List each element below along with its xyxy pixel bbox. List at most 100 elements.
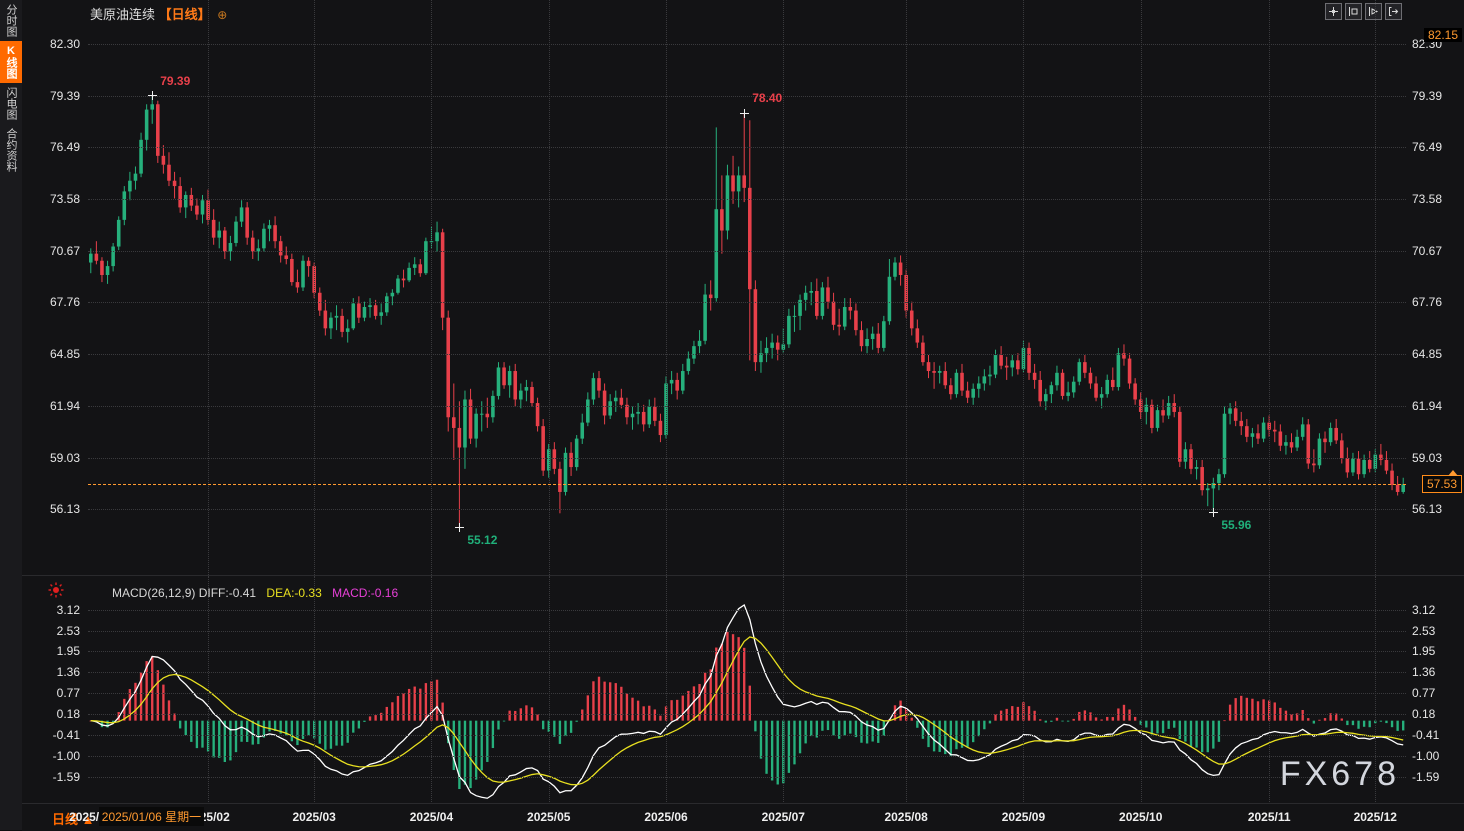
macd-indicator-name: MACD(26,12,9) [112, 586, 196, 600]
price-panel[interactable]: 82.30 79.39 76.49 73.58 70.67 67.76 64.85 61.94… [22, 0, 1464, 575]
axis-tick-label: 1.36 [1412, 665, 1436, 680]
gridline-vertical [783, 576, 785, 804]
gridline-vertical [1269, 0, 1271, 575]
axis-tick-label: 3.12 [1412, 602, 1436, 617]
gridline-vertical [314, 0, 316, 575]
gridline-vertical [666, 576, 668, 804]
macd-panel[interactable]: 3.12 2.53 1.95 1.36 0.77 0.18 -0.41 -1.00 -1.59 … [22, 575, 1464, 804]
gridline [88, 630, 1406, 632]
macd-series [89, 603, 1405, 799]
gridline [88, 43, 1406, 45]
gridline [88, 672, 1406, 674]
axis-tick-label: 56.13 [1412, 502, 1443, 517]
axis-tick-label: 70.67 [49, 243, 80, 258]
macd-plot-area[interactable] [88, 576, 1406, 804]
price-axis-left: 82.30 79.39 76.49 73.58 70.67 67.76 64.85 61.94… [22, 0, 84, 575]
watermark: FX678 [1279, 755, 1400, 793]
last-price-tag: 57.53 [1421, 475, 1462, 494]
macd-legend: MACD(26,12,9) DIFF:-0.41 DEA:-0.33 MACD:… [112, 586, 398, 600]
last-price-line [88, 484, 1406, 486]
period-badge[interactable]: 日线 ▲ [52, 812, 95, 827]
gridline [88, 405, 1406, 407]
price-plot-area[interactable] [88, 0, 1406, 575]
left-sidebar: 分时图 K线图 闪电图 合约资料 [0, 0, 23, 830]
sidebar-item-kline-chart[interactable]: K线图 [0, 41, 22, 83]
axis-tick-label: 64.85 [1412, 347, 1443, 362]
macd-dea-value: DEA:-0.33 [266, 586, 322, 600]
gridline-vertical [314, 576, 316, 804]
sidebar-item-contract-info[interactable]: 合约资料 [5, 128, 17, 172]
annotation-cross-icon [454, 522, 464, 532]
tool-crosshair-icon[interactable] [1325, 3, 1342, 20]
high-price-annotation: 78.40 [752, 91, 783, 106]
axis-tick-label: -0.41 [1412, 728, 1440, 743]
gridline [88, 198, 1406, 200]
axis-tick-label: 82.30 [49, 36, 80, 51]
time-axis-label: 2025/07 [761, 810, 805, 824]
low-price-annotation: 55.96 [1221, 518, 1252, 533]
axis-tick-label: 61.94 [49, 398, 80, 413]
gridline-vertical [208, 576, 210, 804]
candlestick-series [89, 95, 1405, 528]
macd-axis-right: 3.12 2.53 1.95 1.36 0.77 0.18 -0.41 -1.00 -1.59 [1408, 576, 1464, 804]
axis-tick-label: 1.95 [56, 644, 80, 659]
gridline-vertical [1375, 576, 1377, 804]
high-price-annotation: 79.39 [160, 73, 191, 88]
macd-macd-value: MACD:-0.16 [332, 586, 399, 600]
tool-expand-icon[interactable] [1385, 3, 1402, 20]
axis-tick-label: -1.59 [1412, 770, 1440, 785]
gridline [88, 250, 1406, 252]
tool-fit-left-icon[interactable] [1345, 3, 1362, 20]
gridline-vertical [548, 576, 550, 804]
sidebar-item-lightning-chart[interactable]: 闪电图 [5, 87, 17, 120]
axis-tick-label: 76.49 [1412, 140, 1443, 155]
chart-title: 美原油连续 【日线】 ⊕ [90, 4, 227, 23]
axis-tick-label: 79.39 [1412, 88, 1443, 103]
chart-toolbar[interactable] [1325, 3, 1402, 20]
gridline [88, 693, 1406, 695]
axis-tick-label: 61.94 [1412, 398, 1443, 413]
axis-tick-label: 3.12 [56, 602, 80, 617]
axis-tick-label: -1.00 [52, 749, 80, 764]
gridline [88, 95, 1406, 97]
time-axis-label: 2025/08 [884, 810, 928, 824]
annotation-cross-icon [739, 108, 749, 118]
axis-tick-label: 64.85 [49, 347, 80, 362]
tool-fit-right-icon[interactable] [1365, 3, 1382, 20]
axis-tick-label: 70.67 [1412, 243, 1443, 258]
sidebar-item-time-chart[interactable]: 分时图 [5, 4, 17, 37]
annotation-cross-icon [1208, 507, 1218, 517]
gridline [88, 147, 1406, 149]
date-tooltip: 2025/01/06 星期一 [98, 807, 205, 826]
macd-axis-left: 3.12 2.53 1.95 1.36 0.77 0.18 -0.41 -1.00 -1.59 [22, 576, 84, 804]
axis-tick-label: 1.95 [1412, 644, 1436, 659]
gridline [88, 756, 1406, 758]
chart-container[interactable]: 美原油连续 【日线】 ⊕ [22, 0, 1464, 831]
time-axis-label: 2025/06 [644, 810, 688, 824]
gridline-vertical [548, 0, 550, 575]
gridline-vertical [1023, 576, 1025, 804]
last-price-arrow-icon [1448, 470, 1458, 477]
gridline-vertical [1023, 0, 1025, 575]
gridline-vertical [666, 0, 668, 575]
time-axis-label: 2025/04 [409, 810, 454, 824]
gridline [88, 777, 1406, 779]
period-label: 【日线】 [158, 7, 211, 22]
gridline [88, 651, 1406, 653]
gridline-vertical [1375, 0, 1377, 575]
axis-tick-label: 0.77 [56, 686, 80, 701]
macd-diff-value: DIFF:-0.41 [198, 586, 257, 600]
gridline [88, 609, 1406, 611]
axis-tick-label: 59.03 [49, 450, 80, 465]
settings-icon[interactable]: ⊕ [217, 8, 228, 22]
axis-tick-label: 67.76 [49, 295, 80, 310]
time-axis-label: 2025/03 [292, 810, 336, 824]
alert-indicator-icon[interactable] [48, 582, 64, 598]
time-axis[interactable]: 日线 ▲ 2025/01/06 星期一 2025/01 2025/02 2025/0… [22, 803, 1464, 831]
gridline-vertical [431, 0, 433, 575]
time-axis-label: 2025/09 [1001, 810, 1046, 824]
gridline [88, 509, 1406, 511]
gridline-vertical [208, 0, 210, 575]
axis-tick-label: -0.41 [52, 728, 80, 743]
gridline-vertical [783, 0, 785, 575]
